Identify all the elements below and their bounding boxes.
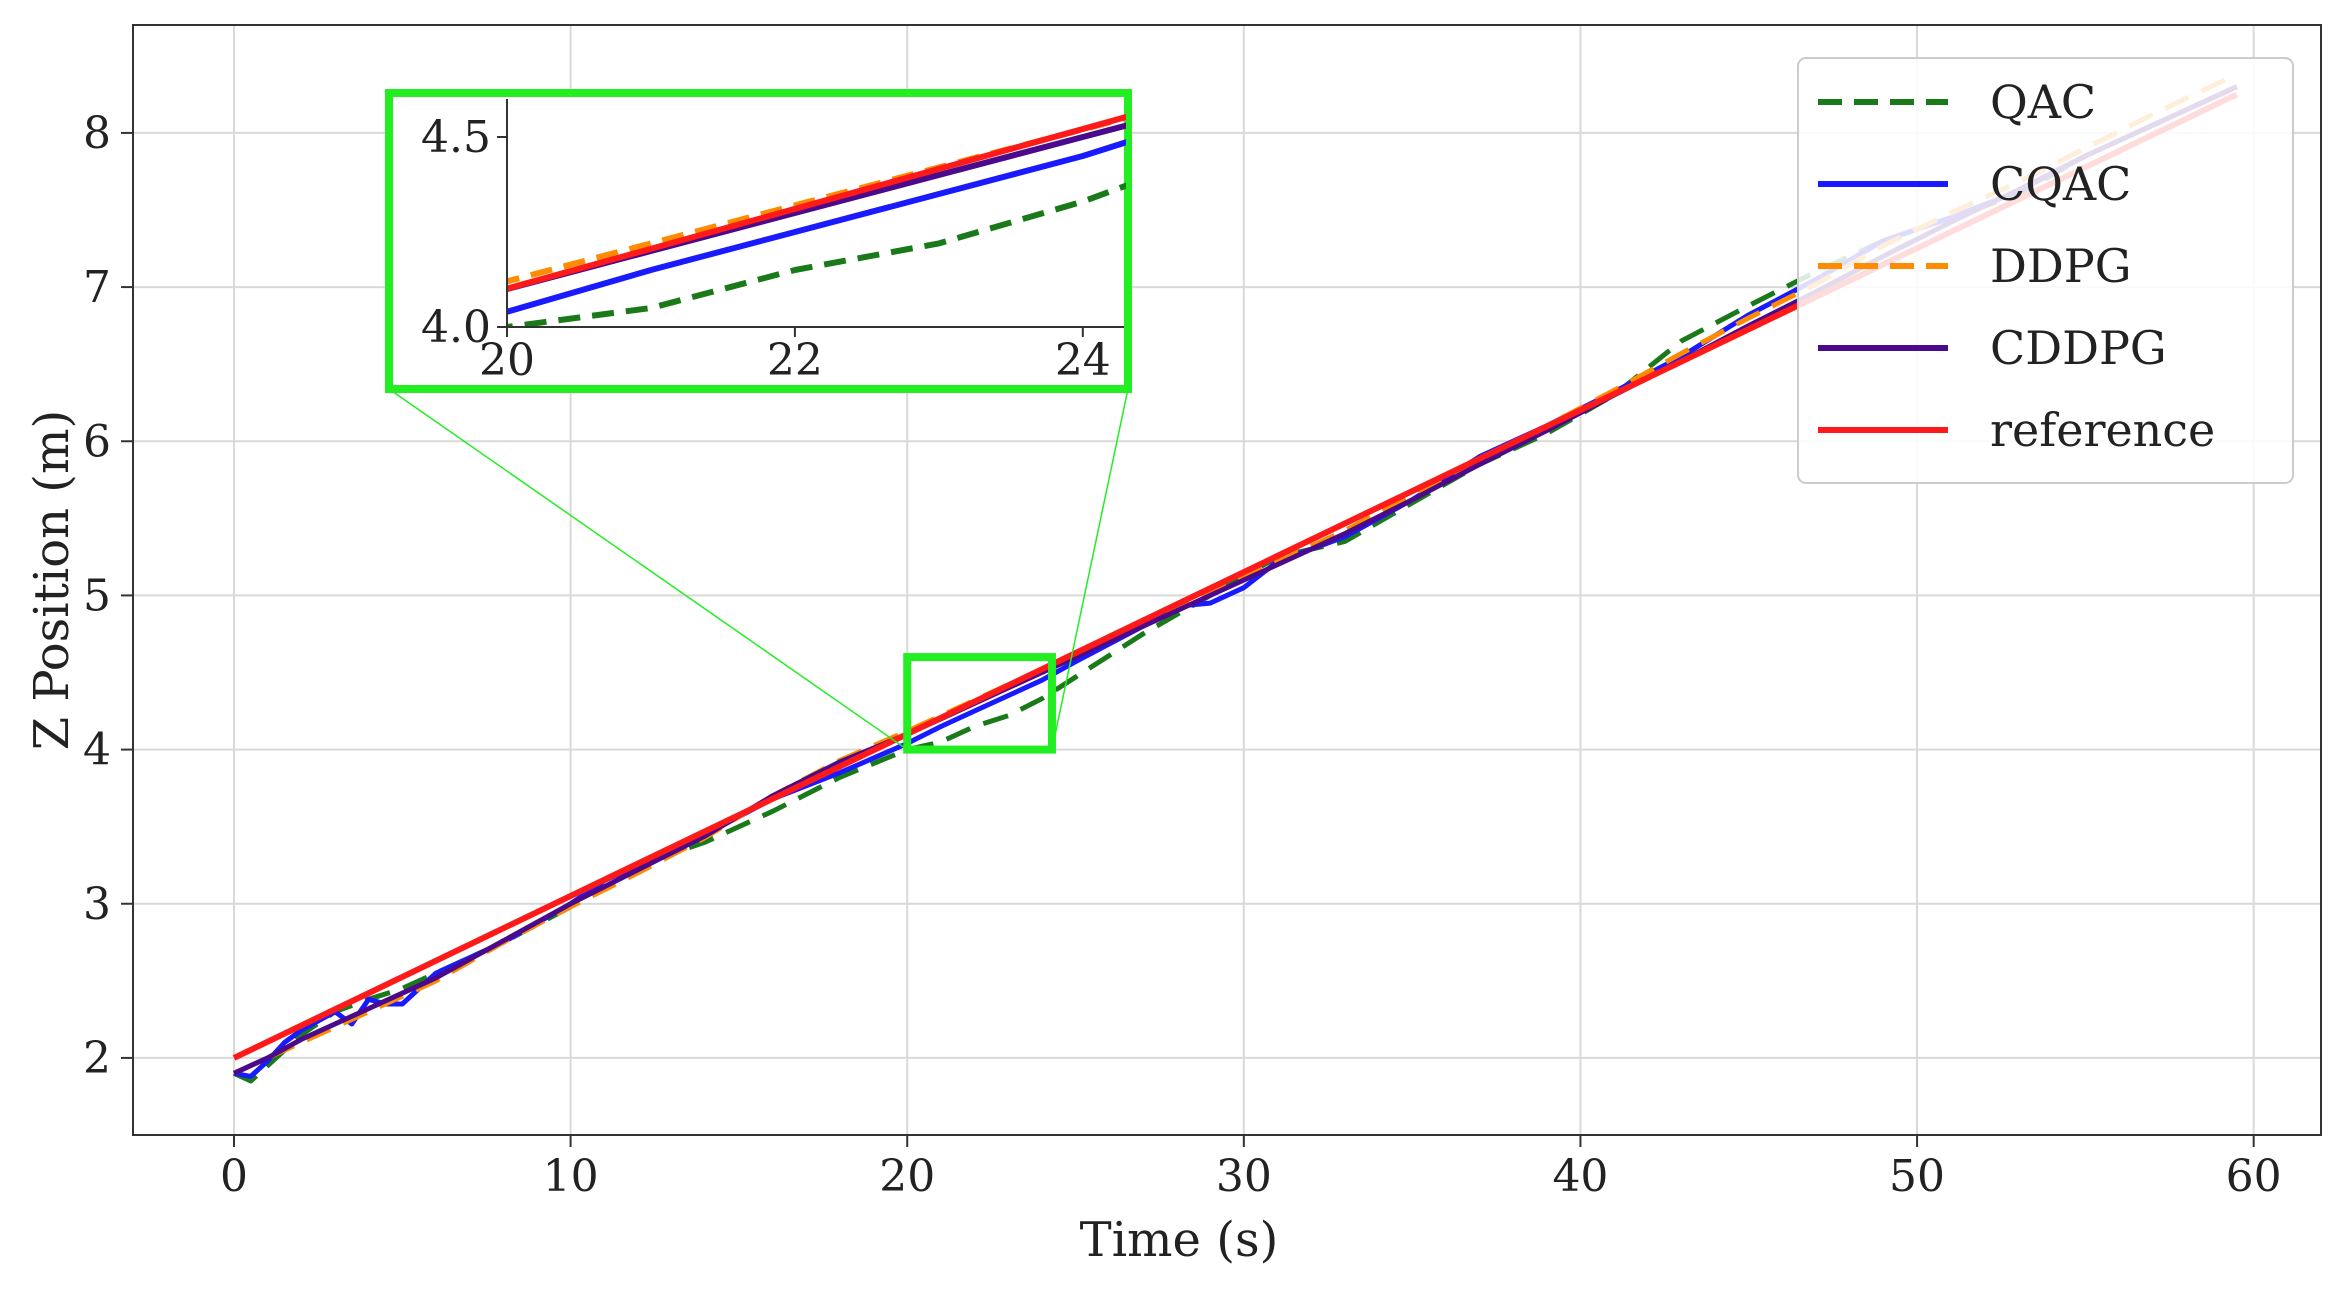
- x-tick-label: 10: [543, 1151, 599, 1202]
- inset-x-tick-label: 22: [767, 335, 823, 386]
- zoom-region-box: [903, 653, 1056, 754]
- y-tick-label: 4: [83, 725, 111, 776]
- legend-label-qac: QAC: [1990, 75, 2096, 129]
- inset-series-line-cqac: [507, 139, 1126, 315]
- x-tick-label: 40: [1552, 1151, 1608, 1202]
- inset-x-tick-label: 20: [479, 335, 535, 386]
- x-tick-label: 20: [879, 1151, 935, 1202]
- main-ticks: 0 10 20 30 40 50 60 2 3 4 5 6 7 8: [83, 108, 2282, 1202]
- legend-label-cqac: CQAC: [1990, 157, 2131, 211]
- zoom-indicator: [388, 388, 1129, 754]
- x-tick-label: 30: [1216, 1151, 1272, 1202]
- legend-label-cddpg: CDDPG: [1990, 321, 2167, 375]
- y-tick-label: 6: [83, 416, 111, 467]
- legend-items: QAC CQAC DDPG CDDPG reference: [1818, 75, 2215, 457]
- legend-label-ddpg: DDPG: [1990, 239, 2131, 293]
- inset-x-tick-label: 24: [1055, 335, 1111, 386]
- zoom-inset: 20 22 24 4.0 4.5: [385, 89, 1132, 393]
- y-tick-label: 3: [83, 879, 111, 930]
- inset-y-tick-label: 4.0: [421, 302, 491, 353]
- x-axis-label: Time (s): [1080, 1212, 1279, 1268]
- zoom-connector-right: [1051, 388, 1129, 750]
- zoom-connector-left: [388, 388, 908, 751]
- y-tick-label: 7: [83, 262, 111, 313]
- series-line-qac: [232, 84, 2238, 1084]
- legend: QAC CQAC DDPG CDDPG reference: [1797, 57, 2294, 484]
- inset-y-tick-label: 4.5: [421, 112, 491, 163]
- legend-label-reference: reference: [1990, 403, 2215, 457]
- x-tick-label: 0: [220, 1151, 248, 1202]
- x-tick-label: 50: [1889, 1151, 1945, 1202]
- y-tick-label: 5: [83, 570, 111, 621]
- y-tick-label: 8: [83, 108, 111, 159]
- inset-series-line-qac: [507, 182, 1126, 327]
- plot-frame: [132, 24, 2322, 1136]
- inset-series: [507, 113, 1126, 327]
- y-axis-label: Z Position (m): [24, 410, 80, 751]
- inset-ticks: 20 22 24 4.0 4.5: [421, 112, 1111, 386]
- x-tick-label: 60: [2226, 1151, 2282, 1202]
- y-tick-label: 2: [83, 1033, 111, 1084]
- legend-box: [1797, 57, 2294, 484]
